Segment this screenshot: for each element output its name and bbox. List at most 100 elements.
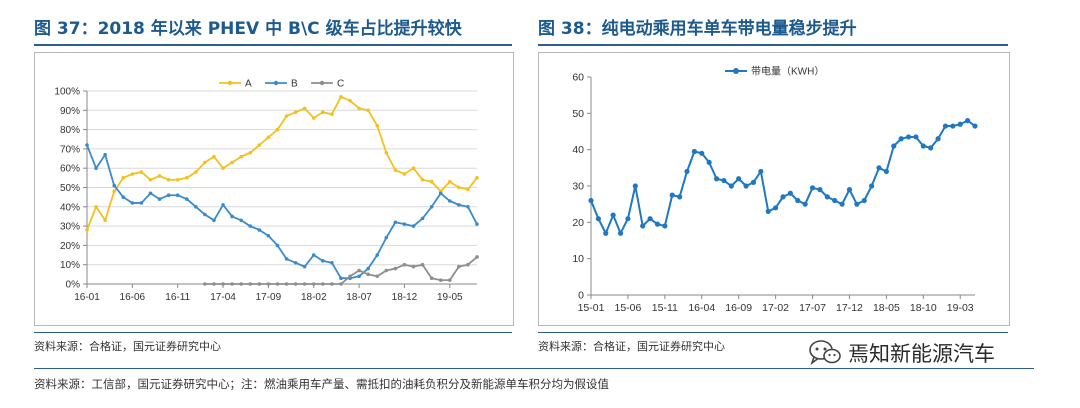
data-point [266,135,271,140]
data-point [773,205,779,211]
data-point [728,183,734,189]
data-point [248,224,253,228]
x-tick-label: 19-03 [947,302,974,314]
data-point [85,228,89,232]
data-point [175,193,180,198]
data-point [625,216,631,222]
x-tick-label: 17-12 [836,302,863,314]
data-point [475,255,479,259]
data-point [175,177,180,182]
data-point [677,194,683,200]
data-point [429,205,434,209]
figure-37-chart: 0%10%20%30%40%50%60%70%80%90%100% 16-01 1… [54,79,479,303]
data-point [758,168,764,175]
data-point [457,264,461,269]
legend-label: A [245,79,252,90]
data-point [230,282,234,286]
data-point [348,98,352,103]
y-tick-label: 20 [572,217,584,229]
data-point [411,166,416,170]
data-point [787,190,793,196]
y-tick-label: 50 [572,108,584,120]
data-point [311,282,316,286]
data-point [148,191,153,196]
data-point [965,118,971,124]
data-point [647,216,653,222]
data-point [447,199,452,203]
data-point [203,282,207,286]
data-point [603,230,609,236]
data-point [957,121,963,127]
data-point [457,185,461,190]
data-point [302,282,307,286]
data-point [438,191,443,196]
data-point [393,220,398,225]
data-point [466,262,470,267]
data-point [157,174,162,178]
data-point [928,145,934,151]
x-tick-label: 18-07 [346,292,372,303]
data-point [684,168,690,175]
data-point [184,197,189,201]
data-point [466,205,470,209]
data-point [654,221,661,227]
data-point [112,189,117,194]
x-tick-labels: 16-01 16-06 16-11 17-04 17-09 18-02 18-07 18-12… [74,292,463,303]
x-tick-label: 15-11 [652,302,678,314]
data-point [321,259,325,263]
chart-gridlines [87,90,477,266]
y-tick-label: 60 [572,72,584,84]
watermark: 焉知新能源汽车 [808,338,995,368]
data-point [438,278,443,282]
y-tick-label: 0 [578,290,584,302]
data-point [130,201,135,205]
x-tick-label: 18-05 [873,302,900,314]
data-point [311,116,316,120]
footnote-rule [34,368,1034,369]
data-point [148,177,153,182]
data-point [402,172,407,176]
x-tick-label: 18-02 [301,292,327,303]
data-point [166,177,171,182]
data-point [348,274,352,279]
chart-legend: 带电量（KWH） [725,65,824,78]
data-point [230,214,234,219]
data-point [824,194,830,200]
data-point [321,282,325,286]
data-point [950,123,956,129]
y-tick-label: 60% [60,164,80,175]
figure-38-chart-frame: 0 10 20 30 40 50 60 15-01 15-06 15-11 16-04 16-09 1… [538,52,1010,326]
figure-38-title-rule [538,44,1008,46]
figure-38-title: 图 38：纯电动乘用车单车带电量稳步提升 [538,19,857,39]
data-point [420,262,425,267]
data-point [691,148,697,155]
x-tick-label: 16-06 [120,292,146,303]
data-point [411,264,416,269]
data-point [905,134,912,140]
data-point [384,150,389,155]
data-point [402,222,407,226]
data-point [429,179,434,184]
data-point [366,266,370,271]
data-point [212,218,216,223]
y-tick-label: 100% [54,87,80,98]
data-point [876,165,882,171]
data-point [972,123,978,129]
data-point [257,228,262,232]
data-point [411,224,416,228]
data-point [669,192,675,198]
y-tick-label: 10 [572,253,584,265]
data-point [257,282,262,286]
data-point [466,187,470,192]
chart-axes [587,76,975,299]
x-tick-label: 16-01 [74,292,100,303]
data-point [339,276,343,281]
y-tick-label: 70% [60,144,80,155]
data-point [302,264,307,269]
data-point [339,94,343,99]
data-point [166,193,171,198]
data-point [795,197,801,204]
data-point [429,276,434,281]
x-tick-labels: 15-01 15-06 15-11 16-04 16-09 17-02 17-07 17-12… [578,302,974,314]
x-tick-label: 15-06 [614,302,641,314]
